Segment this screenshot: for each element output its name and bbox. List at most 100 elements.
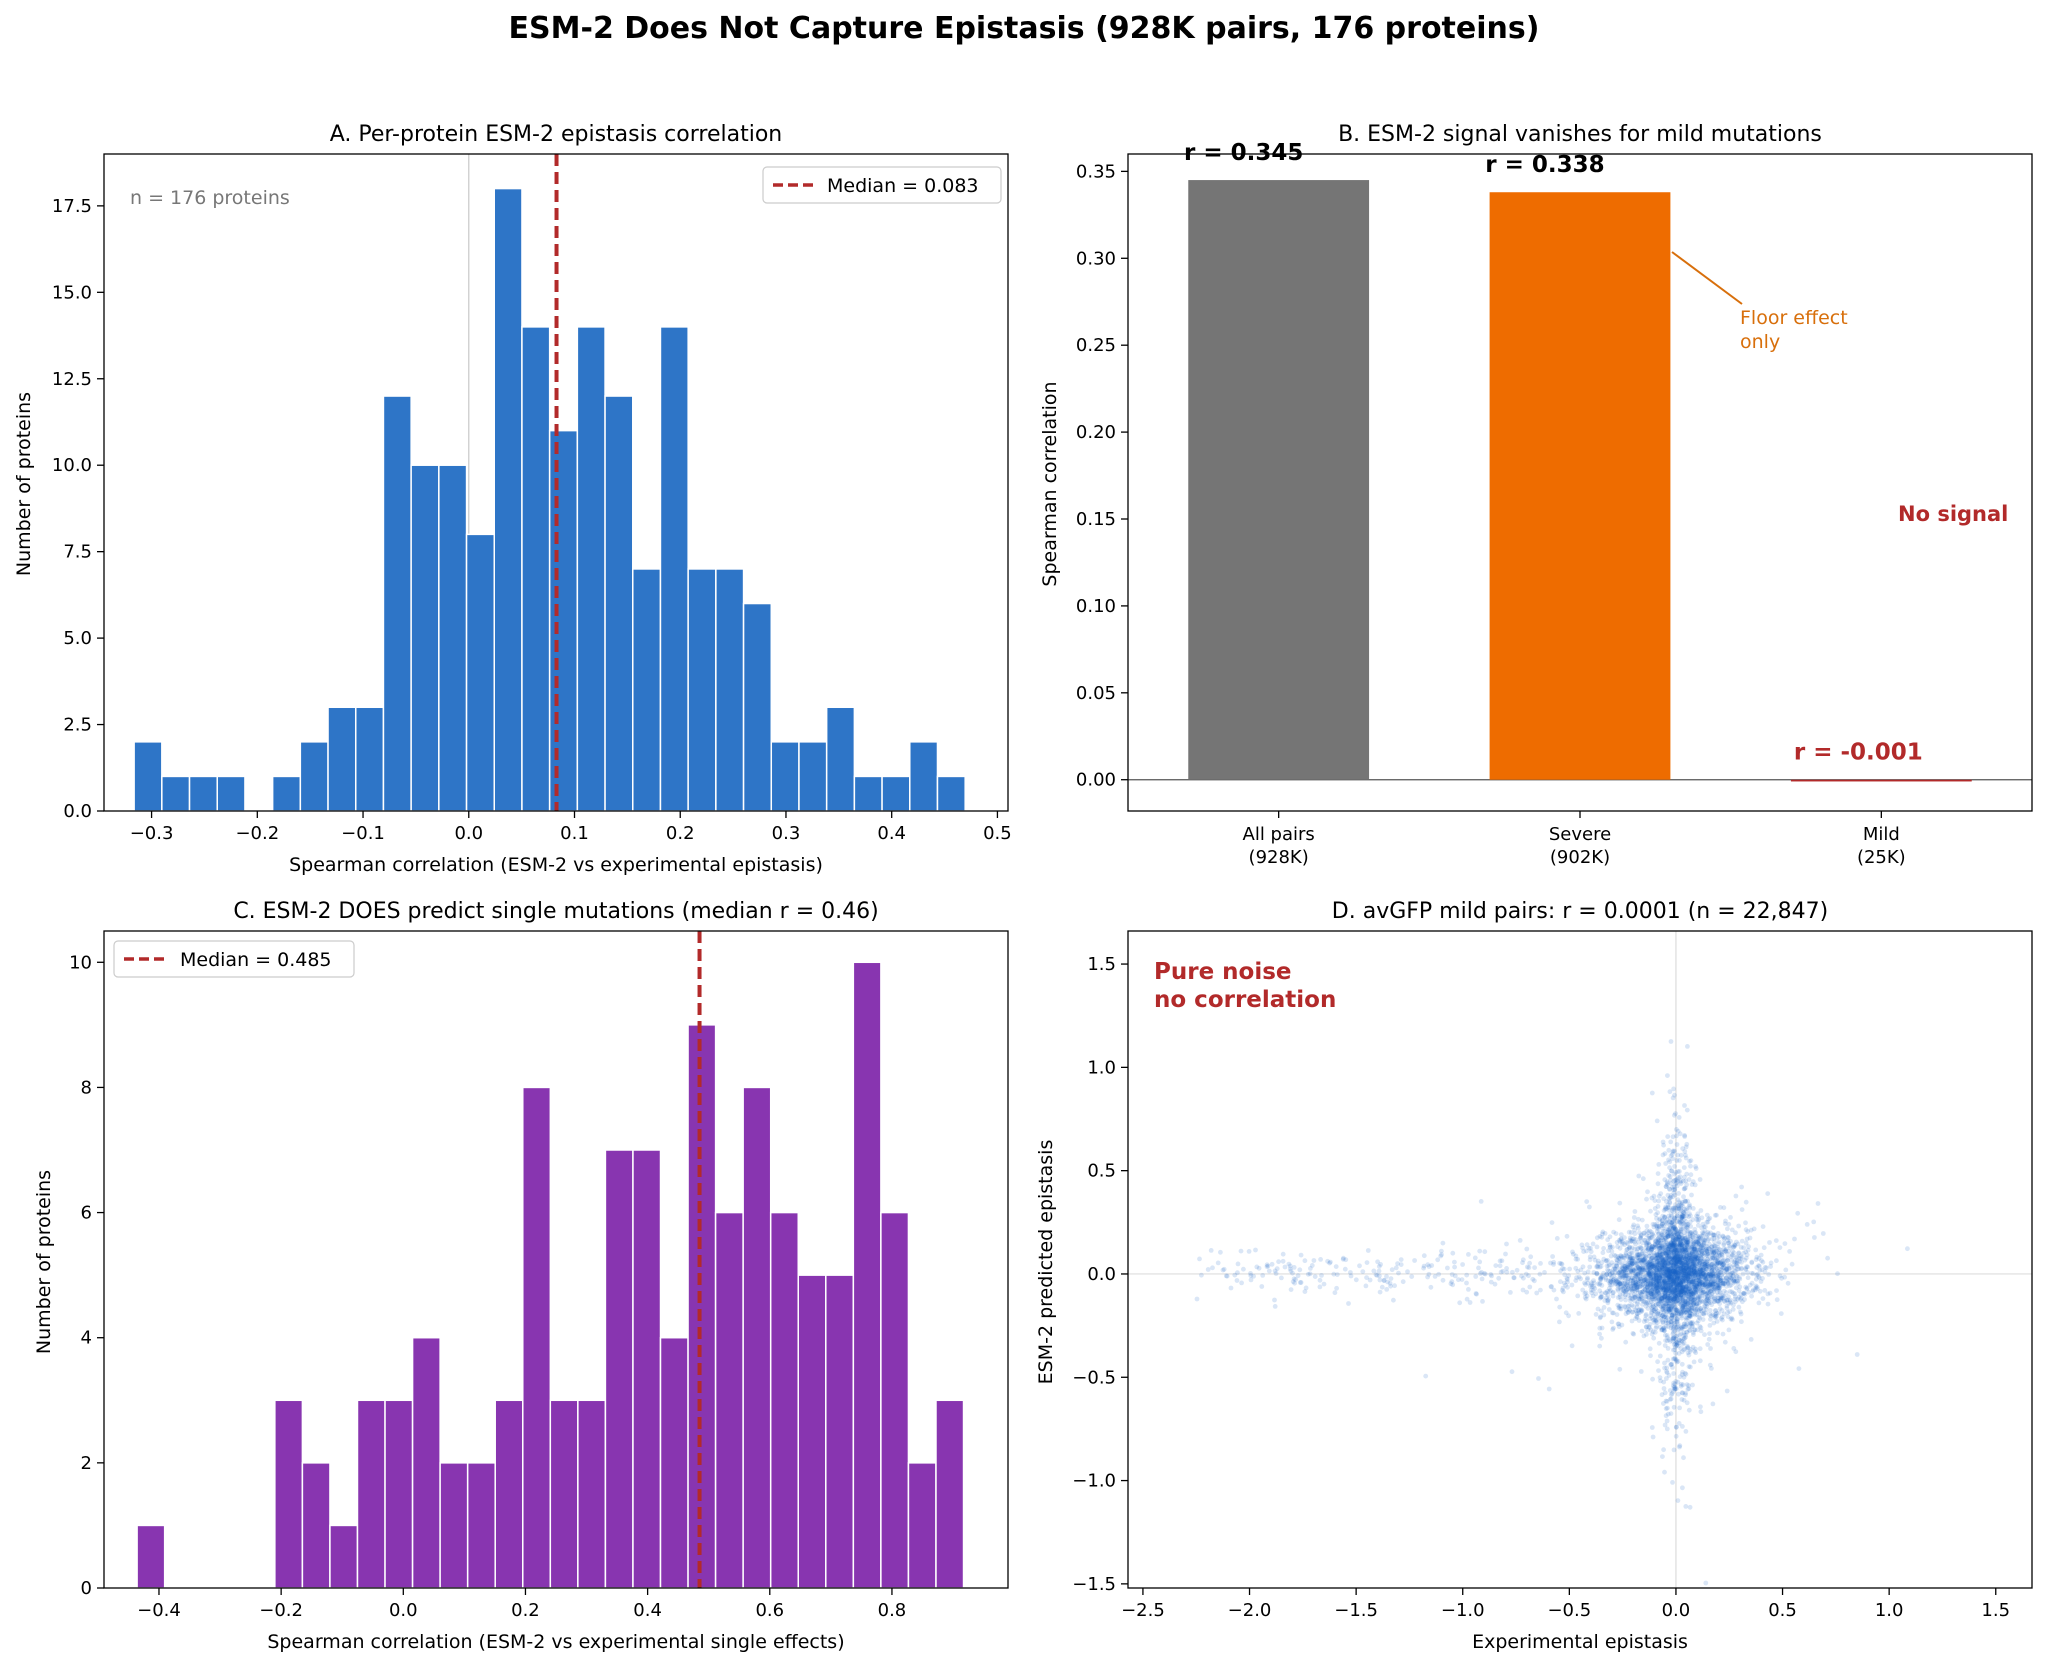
scatter-point	[1564, 1276, 1570, 1281]
scatter-point	[1597, 1280, 1603, 1286]
scatter-point	[1724, 1278, 1729, 1284]
scatter-point	[1671, 1251, 1676, 1256]
scatter-point	[1687, 1313, 1692, 1318]
scatter-point	[1719, 1250, 1724, 1255]
scatter-point	[1649, 1309, 1655, 1314]
scatter-point	[1696, 1295, 1701, 1300]
scatter-point	[1636, 1266, 1642, 1272]
scatter-point	[1653, 1252, 1659, 1258]
scatter-point	[1672, 1291, 1678, 1297]
scatter-point	[1716, 1277, 1721, 1283]
scatter-point	[1707, 1331, 1712, 1336]
scatter-point	[1625, 1283, 1631, 1289]
scatter-point	[1658, 1310, 1664, 1315]
scatter-point	[1641, 1258, 1647, 1263]
scatter-point	[1629, 1258, 1635, 1264]
scatter-point	[1473, 1274, 1479, 1279]
scatter-point	[1633, 1273, 1639, 1279]
scatter-point	[1715, 1274, 1721, 1279]
x-tick-label: −1.0	[1441, 1600, 1485, 1621]
scatter-point	[1650, 1283, 1655, 1288]
scatter-point	[1686, 1262, 1691, 1267]
scatter-point	[1705, 1230, 1711, 1235]
scatter-point	[1672, 1265, 1677, 1271]
scatter-point	[1694, 1300, 1700, 1306]
scatter-point	[1689, 1246, 1694, 1252]
scatter-point	[1666, 1277, 1672, 1283]
scatter-point	[1635, 1223, 1640, 1229]
scatter-point	[1668, 1285, 1674, 1291]
scatter-point	[1634, 1282, 1640, 1287]
scatter-point	[1695, 1281, 1701, 1286]
scatter-point	[1722, 1248, 1728, 1253]
scatter-point	[1661, 1264, 1667, 1269]
scatter-point	[1653, 1302, 1659, 1308]
scatter-point	[1725, 1281, 1731, 1286]
scatter-point	[1691, 1295, 1696, 1301]
histogram-bar	[715, 568, 745, 812]
scatter-point	[1700, 1317, 1706, 1322]
scatter-point	[1689, 1279, 1694, 1285]
scatter-point	[1643, 1324, 1649, 1330]
scatter-point	[1248, 1273, 1254, 1279]
scatter-point	[1259, 1284, 1265, 1289]
scatter-point	[1680, 1289, 1686, 1295]
scatter-point	[1663, 1309, 1669, 1315]
scatter-point	[1707, 1277, 1713, 1282]
scatter-point	[1667, 1186, 1672, 1192]
scatter-point	[1260, 1273, 1266, 1278]
scatter-point	[1673, 1202, 1678, 1208]
scatter-point	[1675, 1263, 1681, 1268]
scatter-point	[1651, 1276, 1657, 1282]
scatter-point	[1659, 1256, 1665, 1262]
scatter-point	[1693, 1255, 1699, 1261]
scatter-point	[1607, 1242, 1613, 1248]
scatter-point	[1589, 1290, 1594, 1296]
scatter-point	[1700, 1271, 1706, 1277]
scatter-point	[1615, 1302, 1621, 1308]
scatter-point	[1609, 1274, 1615, 1280]
scatter-point	[1661, 1303, 1667, 1309]
scatter-point	[1707, 1241, 1712, 1247]
scatter-point	[1748, 1337, 1754, 1342]
scatter-point	[1622, 1264, 1628, 1269]
scatter-point	[1640, 1274, 1646, 1280]
scatter-point	[1638, 1307, 1644, 1312]
scatter-point	[1654, 1273, 1660, 1278]
scatter-point	[1680, 1324, 1686, 1329]
scatter-point	[1720, 1295, 1726, 1301]
scatter-point	[1804, 1222, 1810, 1227]
scatter-point	[1673, 1272, 1678, 1278]
scatter-point	[1785, 1280, 1791, 1286]
scatter-point	[1691, 1275, 1696, 1281]
scatter-point	[1661, 1447, 1666, 1453]
scatter-point	[1644, 1299, 1650, 1305]
scatter-point	[1691, 1270, 1697, 1276]
scatter-point	[1655, 1269, 1660, 1274]
scatter-point	[1721, 1205, 1727, 1211]
scatter-point	[1619, 1254, 1625, 1260]
scatter-point	[1509, 1369, 1515, 1375]
y-tick-label: 10.0	[52, 455, 92, 476]
scatter-point	[1707, 1323, 1713, 1328]
scatter-point	[1659, 1244, 1665, 1249]
scatter-point	[1637, 1284, 1643, 1289]
scatter-point	[1680, 1279, 1685, 1285]
scatter-point	[1720, 1331, 1726, 1337]
scatter-point	[1735, 1266, 1740, 1272]
scatter-point	[1662, 1286, 1668, 1292]
scatter-point	[1645, 1247, 1651, 1253]
scatter-point	[1686, 1264, 1691, 1270]
scatter-point	[1657, 1312, 1663, 1317]
scatter-point	[1621, 1268, 1627, 1274]
scatter-point	[1697, 1248, 1703, 1254]
scatter-point	[1558, 1268, 1563, 1274]
scatter-point	[1640, 1266, 1646, 1271]
scatter-point	[1664, 1252, 1669, 1257]
scatter-point	[1648, 1271, 1653, 1277]
scatter-point	[1657, 1353, 1663, 1359]
scatter-point	[1675, 1270, 1681, 1276]
x-tick-label: 0.0	[1662, 1600, 1691, 1621]
scatter-point	[1606, 1262, 1612, 1268]
